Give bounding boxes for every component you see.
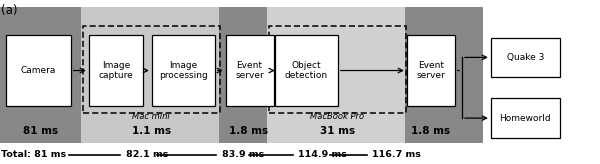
Bar (81, 7, 219, 143)
Text: MacBook Pro: MacBook Pro (310, 112, 364, 121)
Text: Total: 81 ms: Total: 81 ms (1, 151, 67, 159)
Bar (483, 7, 600, 143)
Bar (267, 7, 405, 143)
Text: Quake 3: Quake 3 (506, 53, 544, 62)
Text: 114.9 ms: 114.9 ms (298, 151, 347, 159)
Text: Event
server: Event server (235, 61, 264, 80)
Text: Homeworld: Homeworld (499, 114, 551, 123)
Bar (269, 26, 406, 113)
Text: 1.1 ms: 1.1 ms (131, 126, 171, 136)
Bar (226, 35, 274, 106)
Bar (0, 7, 81, 143)
Text: 31 ms: 31 ms (320, 126, 355, 136)
Text: (a): (a) (1, 4, 18, 17)
Text: Mac mini: Mac mini (133, 112, 170, 121)
Bar (152, 35, 215, 106)
Text: Camera: Camera (21, 66, 56, 75)
Text: 1.8 ms: 1.8 ms (411, 126, 451, 136)
Bar (491, 38, 560, 77)
Text: Image
capture: Image capture (98, 61, 133, 80)
Bar (219, 7, 267, 143)
Text: 116.7 ms: 116.7 ms (372, 151, 421, 159)
Bar (405, 7, 483, 143)
Text: 1.8 ms: 1.8 ms (229, 126, 269, 136)
Bar (275, 35, 338, 106)
Bar (6, 35, 71, 106)
Bar (89, 35, 143, 106)
Bar (83, 26, 220, 113)
Text: Event
server: Event server (416, 61, 445, 80)
Text: 81 ms: 81 ms (23, 126, 58, 136)
Text: Object
detection: Object detection (285, 61, 328, 80)
Text: 82.1 ms: 82.1 ms (126, 151, 169, 159)
Text: Image
processing: Image processing (159, 61, 208, 80)
Text: 83.9 ms: 83.9 ms (222, 151, 264, 159)
Bar (491, 98, 560, 138)
Bar (407, 35, 455, 106)
